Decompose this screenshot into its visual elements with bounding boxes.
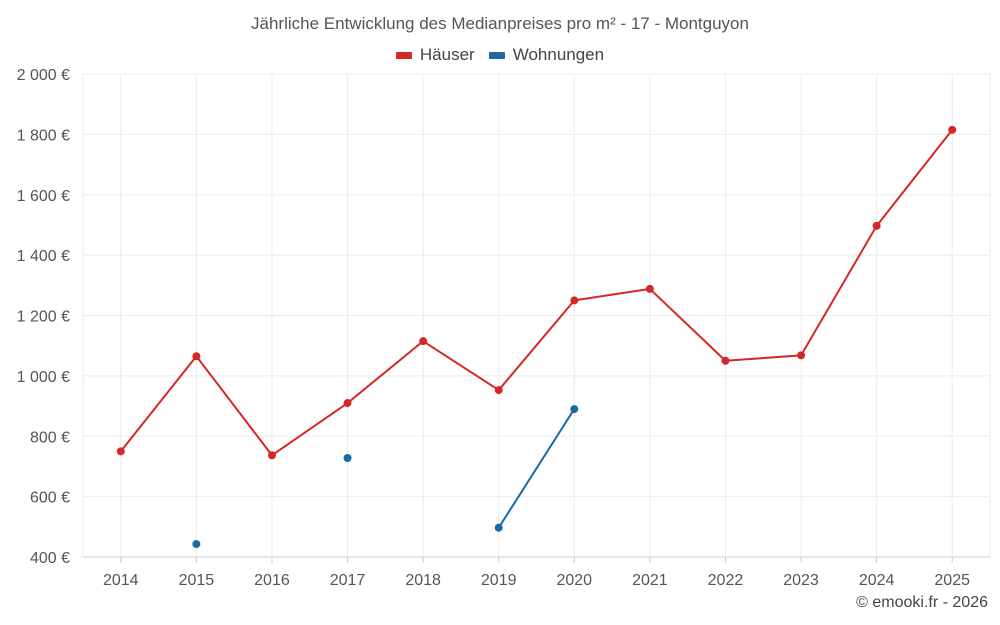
y-tick-label: 600 € <box>30 490 70 507</box>
data-point-haeuser <box>645 284 654 293</box>
x-tick-label: 2024 <box>859 572 895 589</box>
series-line-wohnungen <box>497 408 576 529</box>
data-point-wohnungen <box>343 453 352 462</box>
x-tick-label: 2017 <box>330 572 366 589</box>
x-tick-label: 2022 <box>708 572 744 589</box>
x-tick-label: 2015 <box>179 572 215 589</box>
legend-swatch-haeuser <box>395 51 412 59</box>
data-point-haeuser <box>570 296 579 305</box>
data-point-haeuser <box>192 352 201 361</box>
x-tick-label: 2016 <box>254 572 290 589</box>
y-tick-label: 1 200 € <box>17 309 70 326</box>
data-point-wohnungen <box>570 405 579 414</box>
x-tick-label: 2018 <box>405 572 441 589</box>
data-point-haeuser <box>343 399 352 408</box>
y-tick-label: 400 € <box>30 550 70 567</box>
legend-swatch-wohnungen <box>488 51 505 59</box>
y-tick-label: 1 000 € <box>17 369 70 386</box>
x-tick-label: 2021 <box>632 572 668 589</box>
data-point-wohnungen <box>494 523 503 532</box>
y-tick-label: 1 400 € <box>17 248 70 265</box>
data-point-haeuser <box>948 125 957 134</box>
x-tick-label: 2023 <box>783 572 819 589</box>
chart-title: Jährliche Entwicklung des Medianpreises … <box>251 14 749 33</box>
y-tick-label: 2 000 € <box>17 67 70 84</box>
legend-label-haeuser: Häuser <box>419 45 475 64</box>
data-point-haeuser <box>721 356 730 365</box>
data-point-haeuser <box>419 337 428 346</box>
legend-item-wohnungen[interactable]: Wohnungen <box>488 45 605 65</box>
x-tick-label: 2020 <box>556 572 592 589</box>
x-tick-label: 2014 <box>103 572 139 589</box>
y-tick-label: 1 600 € <box>17 188 70 205</box>
credit-text: © emooki.fr - 2026 <box>856 594 988 611</box>
data-point-haeuser <box>267 451 276 460</box>
x-tick-label: 2025 <box>934 572 970 589</box>
y-tick-label: 800 € <box>30 429 70 446</box>
data-point-wohnungen <box>192 540 201 549</box>
legend-label-wohnungen: Wohnungen <box>512 45 605 64</box>
legend: Häuser Wohnungen <box>0 45 1000 65</box>
legend-item-haeuser[interactable]: Häuser <box>395 45 475 65</box>
data-point-haeuser <box>494 386 503 395</box>
series-line-haeuser <box>120 129 953 457</box>
x-tick-label: 2019 <box>481 572 517 589</box>
y-tick-label: 1 800 € <box>17 127 70 144</box>
data-point-haeuser <box>116 447 125 456</box>
data-point-haeuser <box>872 221 881 230</box>
data-point-haeuser <box>797 351 806 360</box>
